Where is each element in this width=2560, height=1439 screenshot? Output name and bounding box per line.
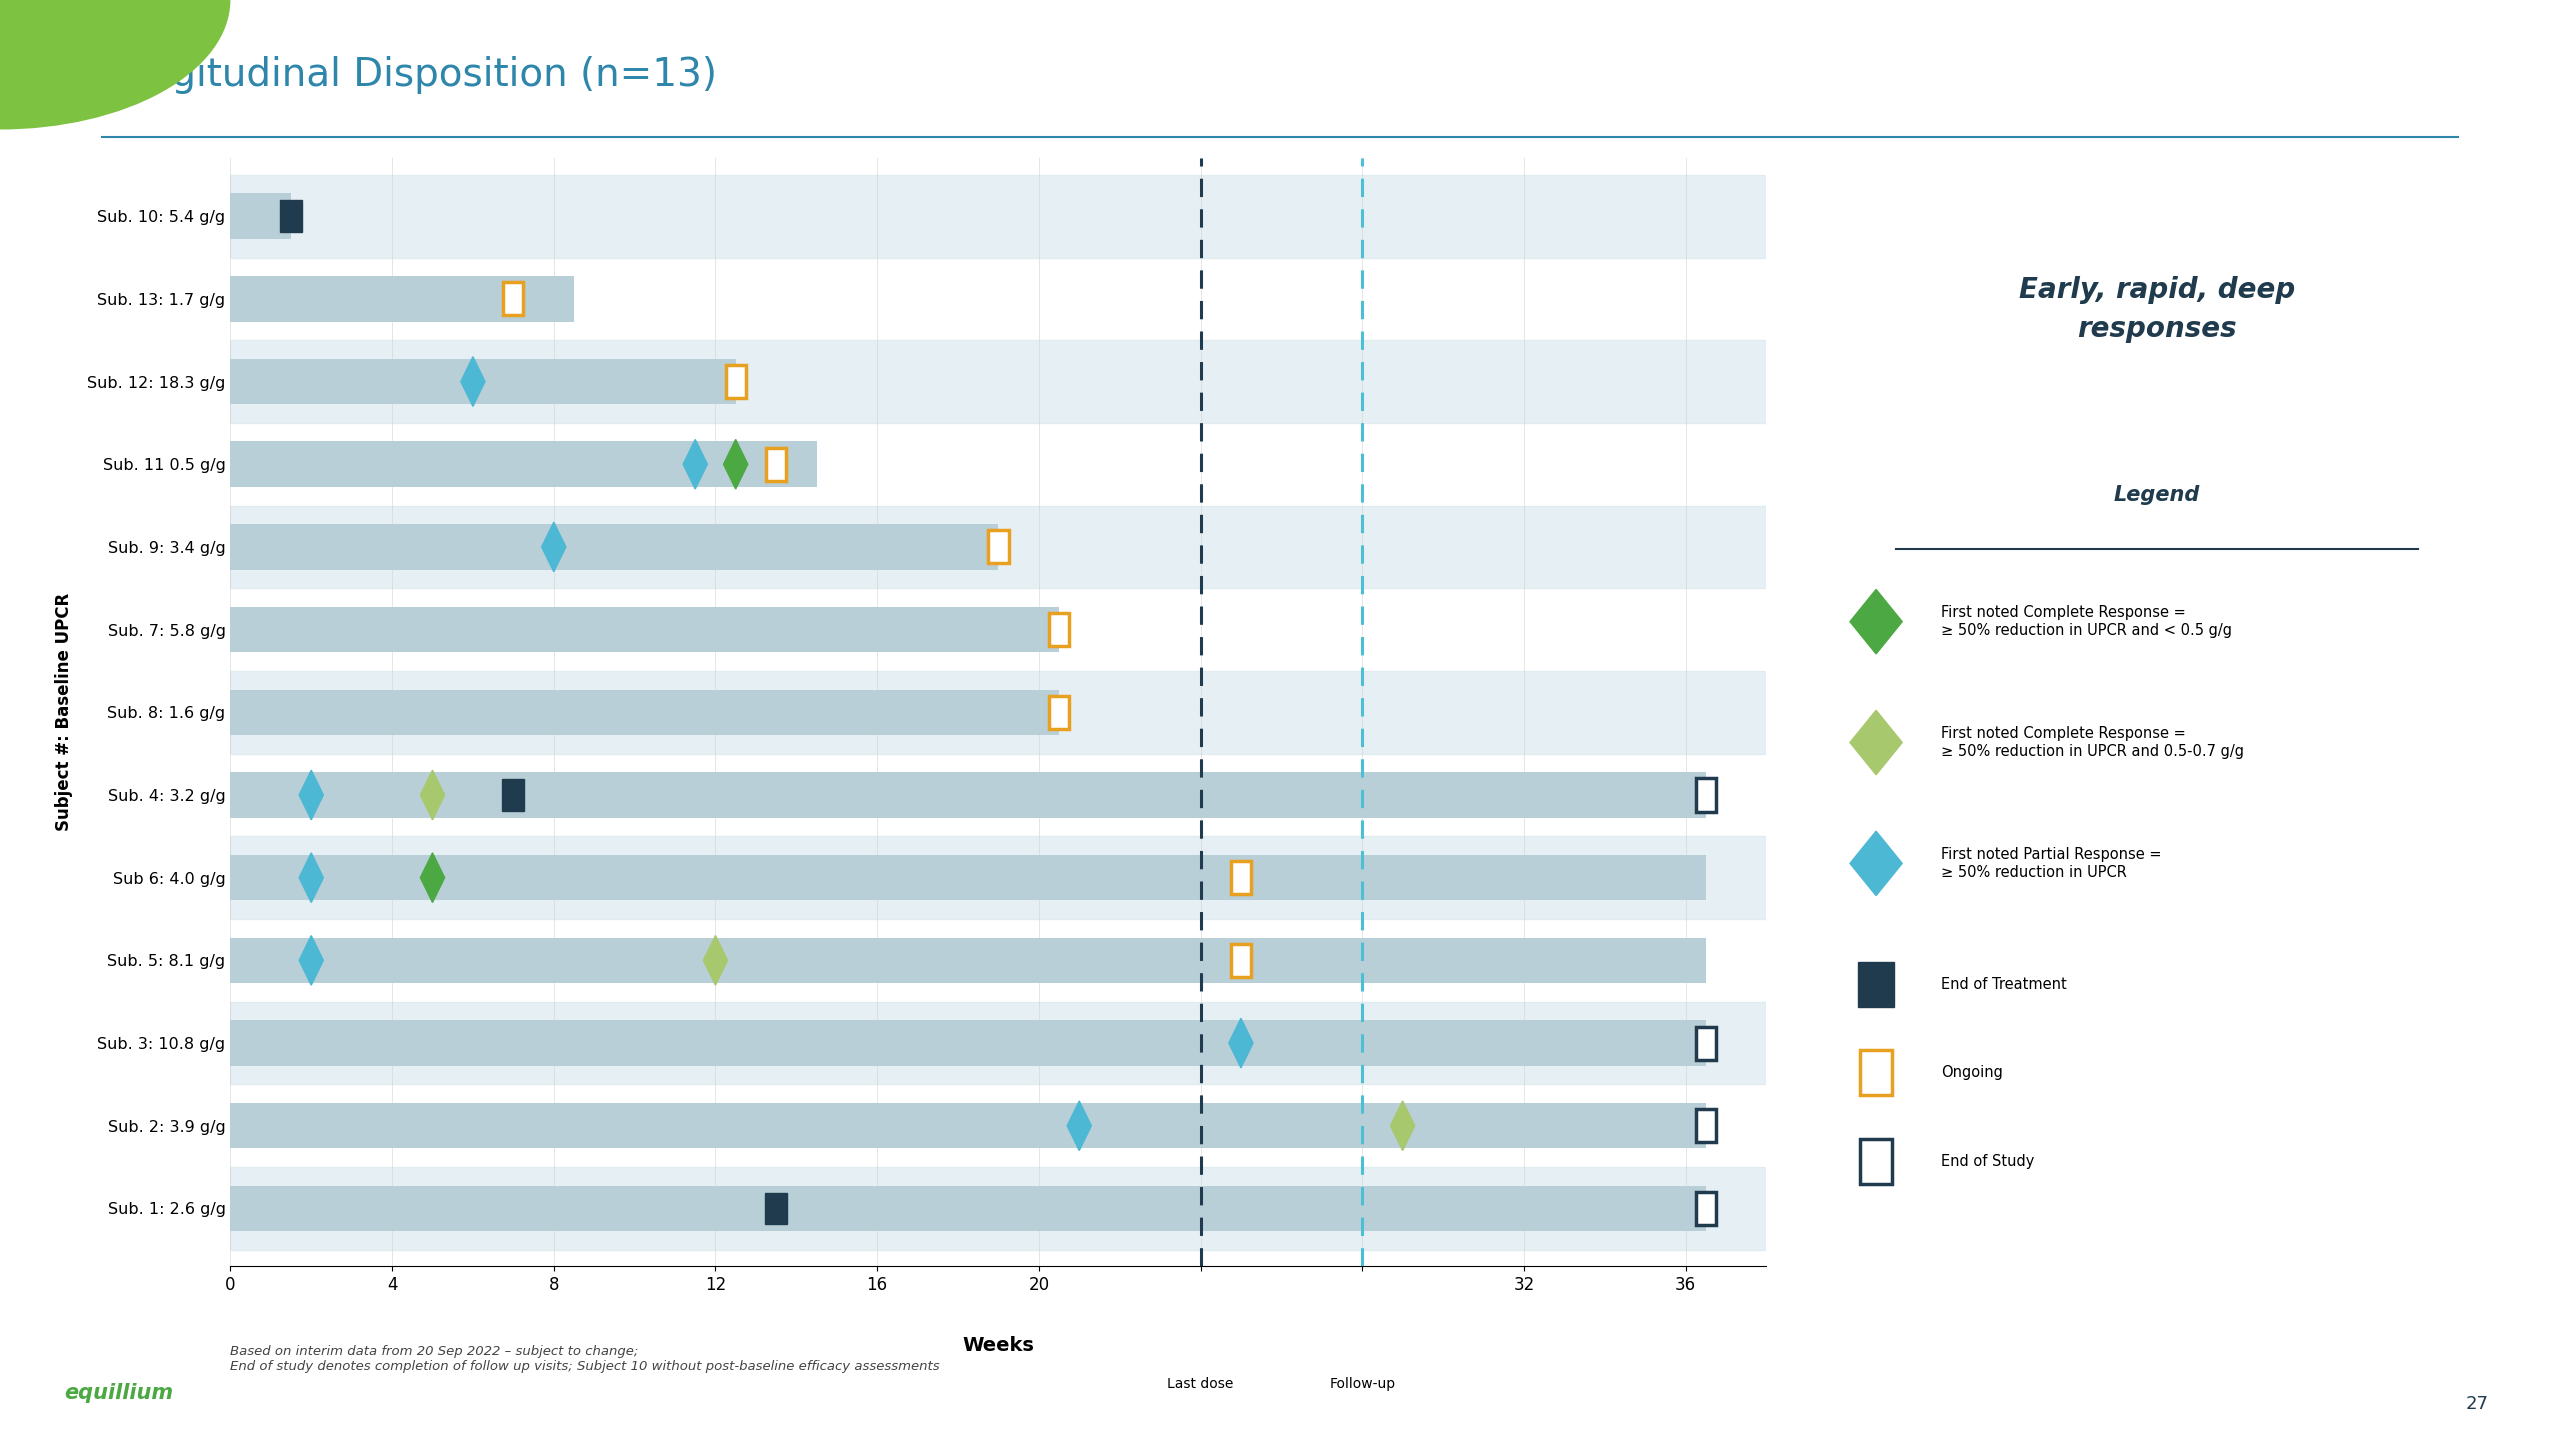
Bar bbox=[988, 531, 1009, 564]
Bar bbox=[504, 282, 522, 315]
Polygon shape bbox=[300, 770, 323, 820]
Bar bbox=[230, 193, 292, 239]
Polygon shape bbox=[1229, 1019, 1252, 1068]
X-axis label: Weeks: Weeks bbox=[963, 1335, 1034, 1354]
Bar bbox=[230, 505, 1766, 589]
Bar bbox=[230, 607, 1060, 652]
Bar bbox=[230, 836, 1766, 920]
FancyBboxPatch shape bbox=[1859, 1050, 1892, 1095]
Text: End of Study: End of Study bbox=[1940, 1154, 2035, 1168]
Bar bbox=[230, 1020, 1705, 1066]
Polygon shape bbox=[1851, 590, 1902, 653]
Bar bbox=[230, 358, 735, 404]
Bar bbox=[1695, 1109, 1715, 1143]
Polygon shape bbox=[1851, 832, 1902, 895]
Bar bbox=[230, 1167, 1766, 1250]
Text: Legend: Legend bbox=[2115, 485, 2199, 505]
Polygon shape bbox=[461, 357, 484, 406]
Text: First noted Complete Response =
≥ 50% reduction in UPCR and 0.5-0.7 g/g: First noted Complete Response = ≥ 50% re… bbox=[1940, 727, 2245, 758]
Polygon shape bbox=[704, 935, 727, 986]
Bar bbox=[230, 671, 1766, 754]
Bar bbox=[230, 773, 1705, 817]
Point bbox=[1879, 541, 1910, 558]
Text: Last dose: Last dose bbox=[1167, 1377, 1234, 1392]
Text: Early, rapid, deep
responses: Early, rapid, deep responses bbox=[2020, 276, 2294, 342]
Polygon shape bbox=[420, 770, 445, 820]
Bar bbox=[765, 448, 786, 481]
Polygon shape bbox=[1851, 711, 1902, 774]
Text: First noted Partial Response =
≥ 50% reduction in UPCR: First noted Partial Response = ≥ 50% red… bbox=[1940, 848, 2161, 879]
Text: 27: 27 bbox=[2465, 1394, 2488, 1413]
FancyBboxPatch shape bbox=[1859, 961, 1894, 1007]
Text: First noted Complete Response =
≥ 50% reduction in UPCR and < 0.5 g/g: First noted Complete Response = ≥ 50% re… bbox=[1940, 606, 2232, 637]
Bar bbox=[230, 1186, 1705, 1232]
Text: Based on interim data from 20 Sep 2022 – subject to change;
End of study denotes: Based on interim data from 20 Sep 2022 –… bbox=[230, 1345, 940, 1373]
Text: End of Treatment: End of Treatment bbox=[1940, 977, 2066, 991]
Bar bbox=[1695, 778, 1715, 812]
Bar bbox=[1050, 613, 1070, 646]
Polygon shape bbox=[724, 439, 748, 489]
Bar bbox=[230, 689, 1060, 735]
Polygon shape bbox=[1068, 1101, 1091, 1151]
Bar bbox=[230, 340, 1766, 423]
Bar bbox=[279, 200, 302, 232]
Bar bbox=[1231, 861, 1252, 894]
Bar bbox=[230, 276, 573, 321]
Bar bbox=[1231, 944, 1252, 977]
Y-axis label: Subject #: Baseline UPCR: Subject #: Baseline UPCR bbox=[56, 593, 74, 832]
Bar bbox=[230, 524, 998, 570]
Polygon shape bbox=[684, 439, 707, 489]
Bar bbox=[230, 1002, 1766, 1085]
Bar bbox=[230, 938, 1705, 983]
Polygon shape bbox=[1390, 1101, 1416, 1151]
Bar bbox=[230, 442, 817, 486]
Polygon shape bbox=[420, 853, 445, 902]
Polygon shape bbox=[300, 853, 323, 902]
Bar bbox=[1695, 1191, 1715, 1225]
Polygon shape bbox=[543, 522, 566, 571]
Bar bbox=[724, 366, 745, 399]
FancyBboxPatch shape bbox=[1859, 1140, 1892, 1184]
Text: equillium: equillium bbox=[64, 1383, 174, 1403]
Text: Follow-up: Follow-up bbox=[1329, 1377, 1395, 1392]
Bar bbox=[230, 1104, 1705, 1148]
Bar bbox=[1050, 696, 1070, 728]
Text: Longitudinal Disposition (n=13): Longitudinal Disposition (n=13) bbox=[102, 56, 717, 94]
Bar bbox=[502, 780, 525, 810]
Bar bbox=[230, 174, 1766, 258]
Bar bbox=[230, 855, 1705, 901]
Bar bbox=[765, 1193, 788, 1225]
Polygon shape bbox=[300, 935, 323, 986]
Bar bbox=[1695, 1026, 1715, 1059]
Text: Ongoing: Ongoing bbox=[1940, 1065, 2004, 1081]
Point bbox=[2404, 541, 2435, 558]
